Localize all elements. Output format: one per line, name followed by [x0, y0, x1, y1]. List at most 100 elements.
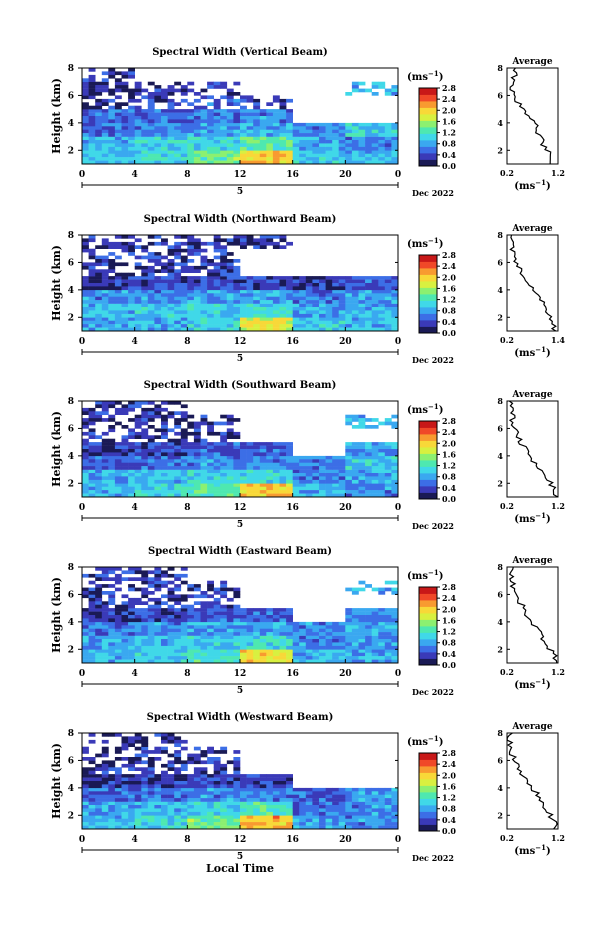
heatmap-cell	[272, 455, 280, 460]
heatmap-cell	[240, 784, 247, 789]
heatmap-cell	[358, 133, 366, 137]
heatmap-cell	[82, 808, 89, 813]
heatmap-cell	[213, 473, 221, 477]
heatmap-cell	[240, 459, 247, 463]
heatmap-cell	[101, 245, 109, 249]
heatmap-cell	[82, 245, 89, 249]
heatmap-cell	[207, 324, 214, 328]
heatmap-cell	[95, 112, 103, 117]
heatmap-cell	[128, 760, 135, 765]
heatmap-cell	[253, 310, 261, 315]
heatmap-cell	[233, 129, 241, 134]
heatmap-cell	[174, 656, 182, 660]
heatmap-cell	[134, 656, 142, 660]
heatmap-cell	[233, 781, 241, 785]
heatmap-cell	[299, 794, 307, 799]
heatmap-cell	[147, 414, 155, 419]
heatmap-cell	[187, 112, 195, 117]
heatmap-cell	[88, 455, 96, 460]
heatmap-cell	[187, 635, 195, 640]
heatmap-cell	[312, 296, 320, 301]
heatmap-cell	[174, 639, 182, 643]
heatmap-cell	[147, 476, 155, 481]
heatmap-cell	[187, 483, 195, 487]
heatmap-cell	[121, 296, 129, 301]
heatmap-cell	[233, 808, 241, 813]
heatmap-cell	[371, 279, 379, 284]
heatmap-cell	[128, 649, 135, 653]
heatmap-cell	[95, 462, 103, 467]
heatmap-cell	[384, 150, 392, 154]
heatmap-cell	[286, 112, 293, 117]
heatmap-cell	[141, 462, 149, 467]
heatmap-cell	[279, 815, 287, 819]
heatmap-cell	[332, 146, 340, 151]
heatmap-cell	[95, 116, 103, 120]
heatmap-cell	[358, 652, 366, 657]
heatmap-cell	[167, 92, 175, 96]
heatmap-cell	[272, 109, 280, 113]
heatmap-cell	[114, 818, 122, 823]
heatmap-cell	[114, 160, 122, 165]
heatmap-cell	[220, 438, 228, 443]
heatmap-cell	[325, 811, 333, 816]
heatmap-cell	[246, 635, 254, 640]
heatmap-cell	[114, 580, 122, 585]
heatmap-cell	[121, 313, 129, 318]
heatmap-cell	[226, 608, 234, 612]
heatmap-cell	[371, 815, 379, 819]
heatmap-cell	[154, 476, 162, 481]
heatmap-cell	[286, 276, 293, 280]
heatmap-cell	[114, 146, 122, 151]
heatmap-cell	[88, 411, 96, 415]
heatmap-cell	[279, 608, 287, 612]
average-unit: (ms−1)	[514, 843, 550, 858]
heatmap-cell	[325, 645, 333, 650]
heatmap-cell	[325, 469, 333, 474]
heatmap-cell	[180, 449, 188, 453]
heatmap-cell	[319, 300, 326, 304]
heatmap-cell	[226, 625, 234, 629]
heatmap-cell	[272, 615, 280, 619]
heatmap-cell	[88, 811, 96, 816]
heatmap-cell	[134, 787, 142, 792]
heatmap-cell	[167, 649, 175, 653]
heatmap-cell	[82, 639, 89, 643]
heatmap-cell	[95, 129, 103, 134]
heatmap-cell	[259, 818, 267, 823]
heatmap-cell	[378, 822, 386, 826]
heatmap-cell	[207, 133, 214, 137]
heatmap-cell	[253, 625, 261, 629]
heatmap-cell	[213, 248, 221, 253]
heatmap-cell	[391, 313, 399, 318]
heatmap-cell	[82, 293, 89, 297]
heatmap-cell	[134, 327, 142, 332]
heatmap-cell	[200, 276, 208, 280]
heatmap-cell	[141, 594, 149, 599]
heatmap-cell	[233, 150, 241, 154]
heatmap-cell	[128, 642, 135, 647]
heatmap-cell	[154, 649, 162, 653]
heatmap-cell	[253, 105, 261, 110]
heatmap-cell	[299, 303, 307, 308]
heatmap-cell	[180, 635, 188, 640]
heatmap-cell	[338, 150, 346, 154]
heatmap-cell	[240, 317, 247, 321]
heatmap-cell	[200, 611, 208, 616]
heatmap-cell	[161, 466, 168, 470]
heatmap-cell	[154, 85, 162, 89]
heatmap-cell	[207, 760, 214, 765]
heatmap-cell	[226, 476, 234, 481]
heatmap-cell	[345, 307, 353, 311]
heatmap-cell	[384, 146, 392, 151]
heatmap-cell	[147, 656, 155, 660]
heatmap-cell	[193, 628, 201, 633]
heatmap-cell	[226, 88, 234, 93]
heatmap-cell	[114, 293, 122, 297]
heatmap-cell	[108, 777, 116, 782]
heatmap-cell	[141, 608, 149, 612]
heatmap-cell	[226, 421, 234, 426]
heatmap-cell	[233, 307, 241, 311]
heatmap-cell	[266, 777, 274, 782]
heatmap-cell	[180, 428, 188, 433]
